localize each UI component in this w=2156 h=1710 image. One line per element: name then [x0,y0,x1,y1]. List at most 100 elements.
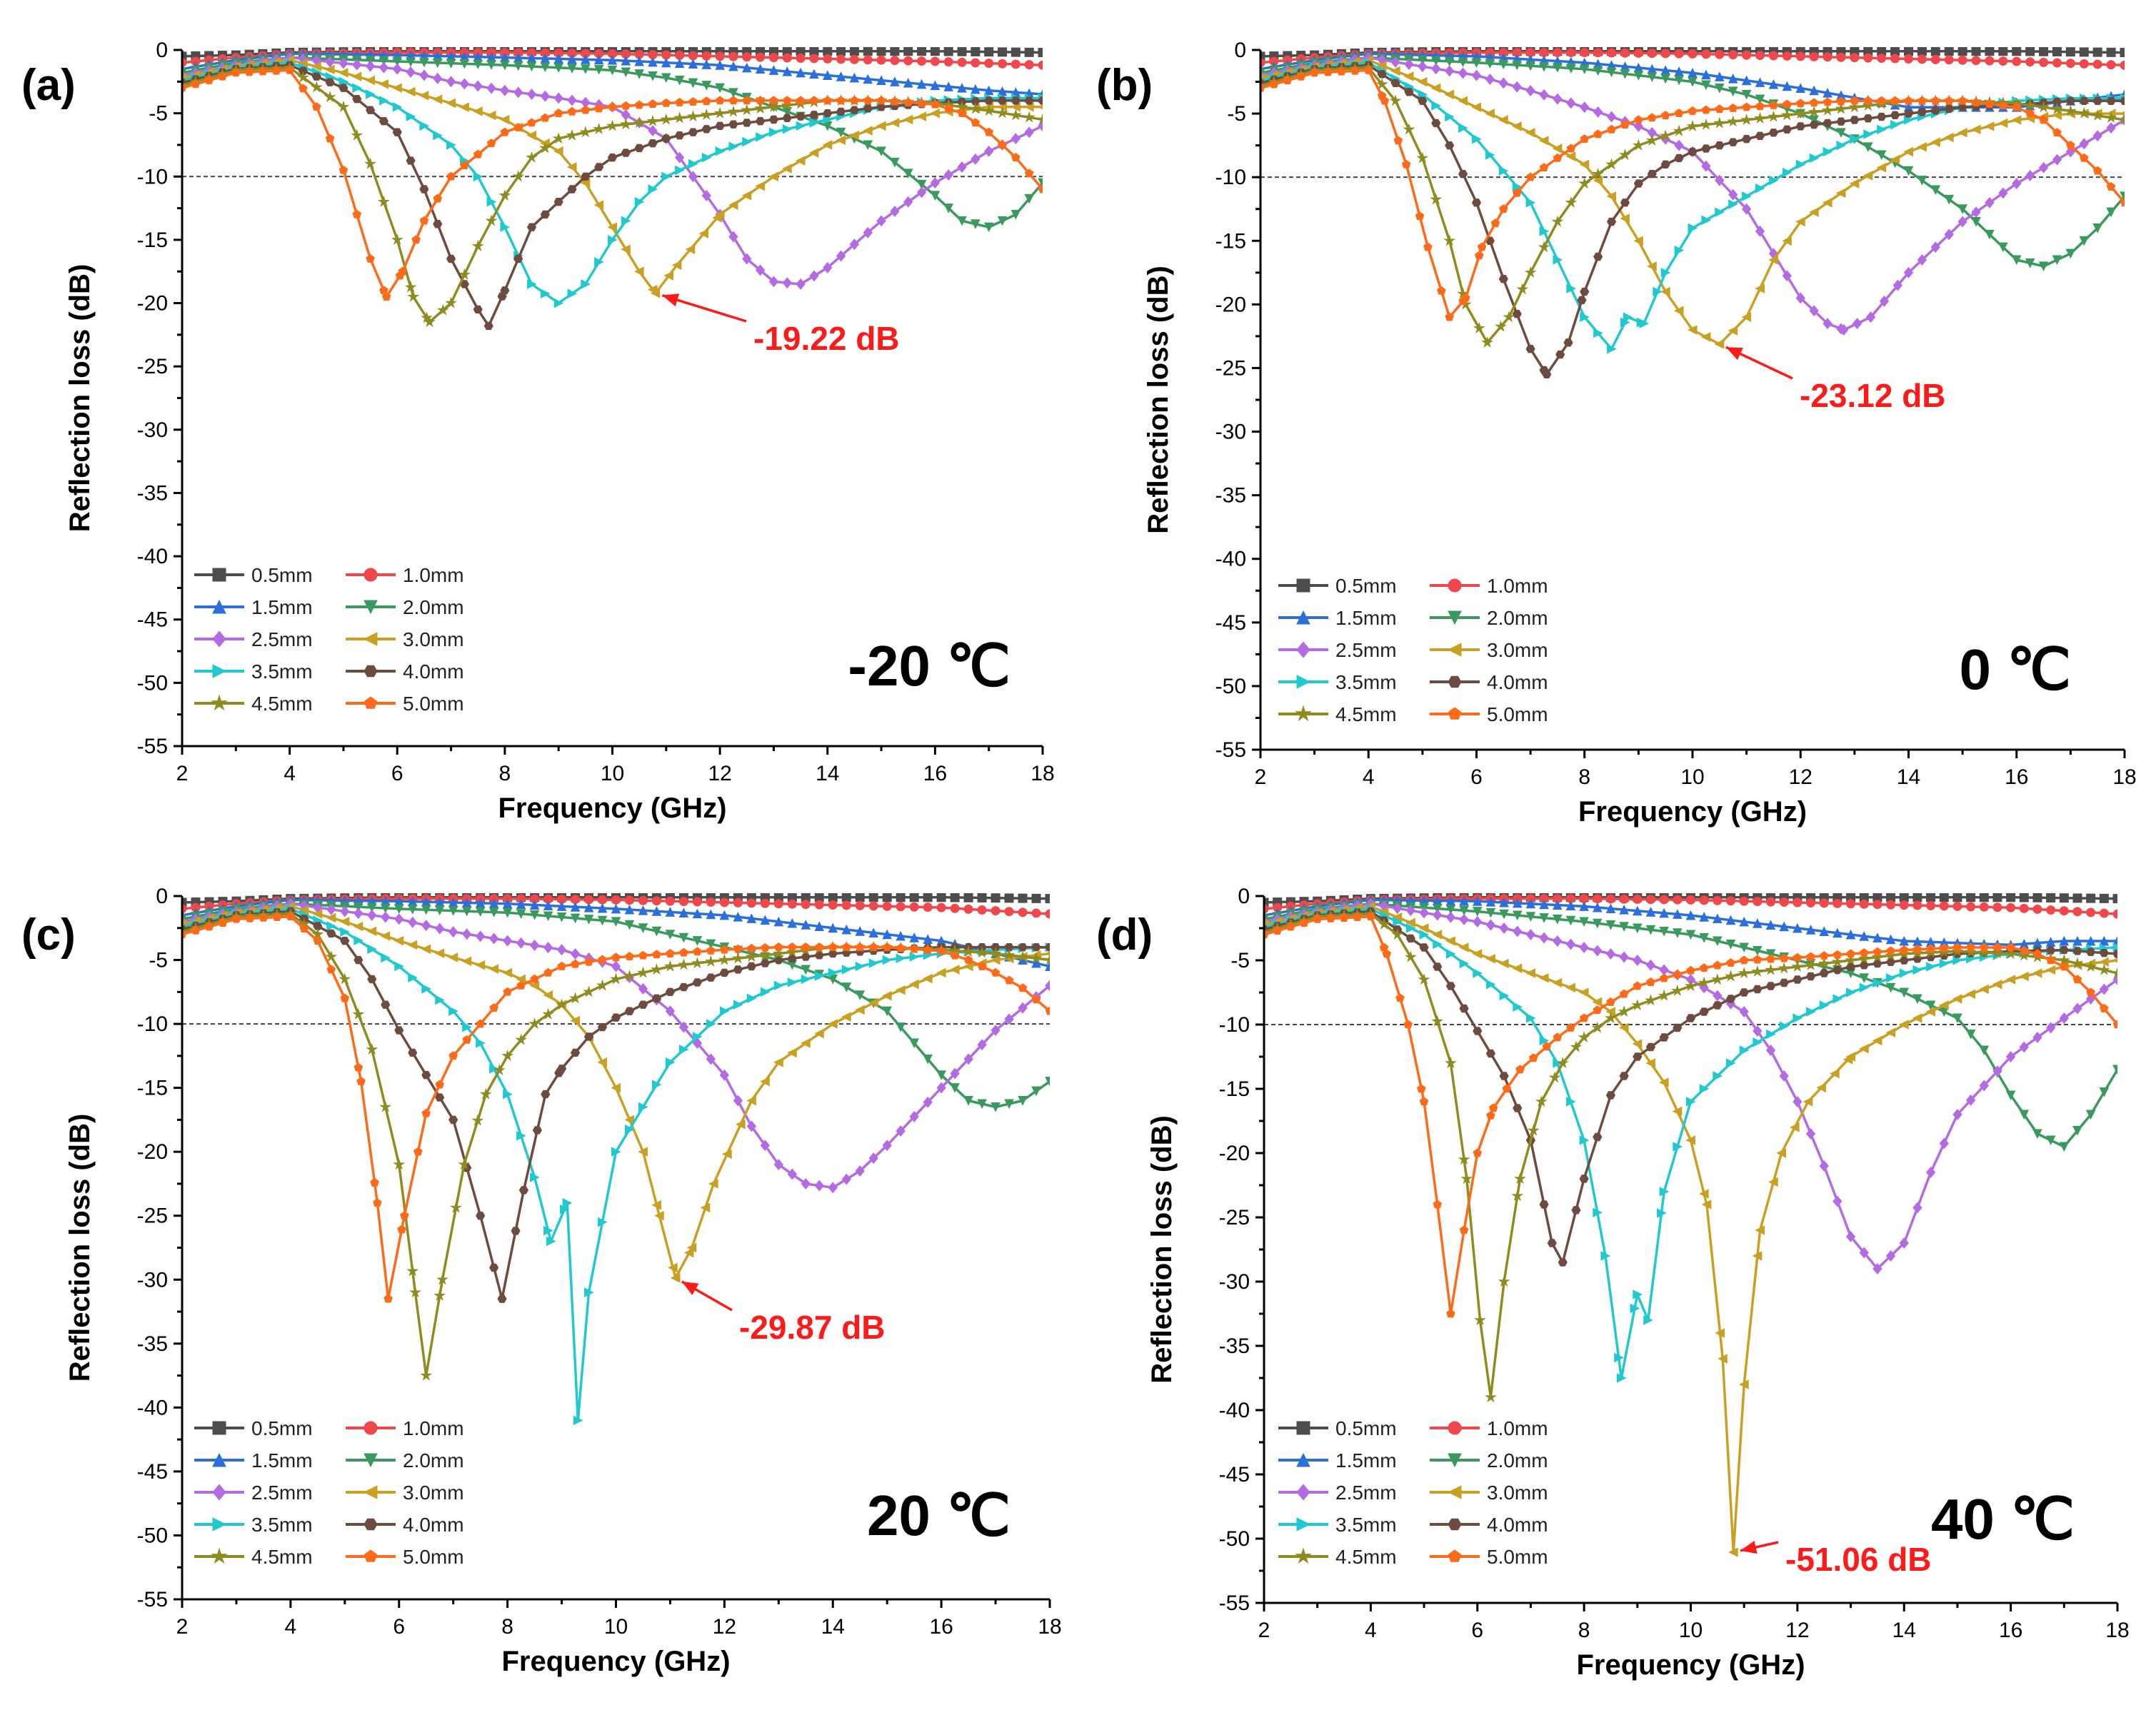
data-point-5.0mm [259,912,269,922]
data-point-4.0mm [756,117,766,126]
data-point-3.5mm [719,1006,730,1016]
data-point-2.5mm [1822,318,1832,330]
data-point-2.5mm [678,1021,689,1033]
data-point-4.0mm [1473,1027,1483,1035]
data-point-4.5mm [1835,102,1847,114]
data-point-3.0mm [1552,144,1563,154]
data-point-2.0mm [1741,89,1752,100]
legend-marker [1296,1421,1310,1435]
data-point-4.0mm [1633,1052,1643,1061]
data-point-4.0mm [796,112,806,121]
data-point-3.5mm [378,96,389,106]
data-point-0.5mm [182,897,187,907]
data-point-3.0mm [822,140,833,150]
data-point-1.5mm [814,921,825,932]
data-point-4.5mm [962,945,975,957]
legend-marker [363,1453,378,1468]
data-point-2.5mm [526,89,537,101]
data-point-3.0mm [715,209,725,220]
data-point-3.5mm [624,1125,635,1135]
data-point-5.0mm [581,105,591,114]
legend-label: 1.5mm [251,596,313,618]
data-point-5.0mm [1433,1199,1443,1209]
data-point-5.0mm [1423,242,1433,251]
data-point-1.0mm [971,58,981,68]
data-point-2.5mm [1713,990,1723,1002]
legend-label: 4.0mm [1487,1514,1548,1536]
legend-item-1.0mm: 1.0mm [1430,1417,1548,1439]
data-point-1.5mm [516,899,526,910]
legend-item-5.0mm: 5.0mm [346,1546,464,1568]
data-point-1.0mm [2099,908,2109,918]
data-point-5.0mm [796,96,806,105]
panel-3: 2 4 6 8 10 12 14 16 180-5-10-15-20-25-30-35-40-4… [21,885,1062,1677]
data-point-1.5mm [755,64,766,74]
data-point-1.0mm [1699,895,1709,905]
data-point-2.0mm [1565,915,1576,926]
data-point-5.0mm [2092,166,2102,175]
data-point-3.5mm [1659,1187,1670,1197]
data-point-1.5mm [943,81,954,91]
data-point-5.0mm [2086,987,2095,997]
data-point-0.5mm [1926,893,1936,902]
data-point-4.5mm [1498,1275,1510,1287]
series-3.0mm [1260,55,2125,349]
data-point-5.0mm [379,286,388,295]
legend-marker [1296,610,1310,625]
data-point-2.0mm [1647,72,1658,82]
data-point-5.0mm [876,96,886,105]
data-point-1.0mm [728,51,738,61]
data-point-3.5mm [608,235,618,245]
data-point-5.0mm [648,99,658,109]
data-point-1.0mm [1688,49,1698,59]
data-point-5.0mm [1931,96,1940,105]
data-point-4.0mm [1563,338,1573,347]
data-point-3.5mm [1779,1021,1790,1032]
series-5.0mm [1264,912,2117,1318]
data-point-2.5mm [1605,948,1616,960]
data-point-4.5mm [1645,134,1658,146]
data-point-4.0mm [2092,96,2102,105]
data-point-0.5mm [1018,893,1028,903]
data-point-4.5mm [718,953,731,965]
data-point-2.0mm [1432,904,1443,914]
data-point-4.5mm [1631,999,1644,1011]
data-point-2.0mm [1885,982,1896,993]
data-point-2.0mm [1566,64,1576,74]
data-point-2.0mm [570,913,581,924]
data-point-5.0mm [500,127,510,136]
data-point-3.0mm [755,181,766,191]
data-point-2.0mm [916,179,927,190]
data-point-5.0mm [814,942,824,951]
data-point-1.5mm [868,927,879,937]
series-line-3.5mm [182,907,1050,1422]
series-line-2.5mm [1264,902,2117,1270]
data-point-4.5mm [593,122,606,134]
data-point-4.5mm [515,1033,528,1045]
data-point-4.5mm [1754,111,1766,124]
legend-item-2.0mm: 2.0mm [1430,607,1548,629]
data-point-3.5mm [746,993,757,1004]
data-point-4.0mm [1577,296,1587,305]
data-point-2.0mm [1912,994,1922,1005]
data-point-2.5mm [1390,56,1400,68]
data-point-2.0mm [583,915,594,925]
data-point-4.5mm [1009,109,1022,121]
data-point-4.0mm [1558,1258,1568,1267]
legend-label: 2.5mm [251,628,313,650]
data-point-4.0mm [1793,975,1802,984]
data-point-3.5mm [742,136,752,147]
data-point-4.0mm [2065,96,2075,105]
data-point-2.5mm [828,1182,838,1194]
data-point-3.0mm [1660,286,1670,297]
data-point-4.5mm [1738,967,1750,979]
data-point-2.5mm [1405,905,1416,917]
data-point-2.0mm [1765,949,1776,960]
data-point-1.0mm [984,59,994,69]
data-point-4.5mm [1965,945,1977,957]
data-point-2.5mm [1512,81,1522,93]
data-point-1.5mm [930,80,941,91]
data-point-5.0mm [489,1003,498,1012]
data-point-1.0mm [1998,56,2008,66]
data-point-1.0mm [1580,48,1590,58]
